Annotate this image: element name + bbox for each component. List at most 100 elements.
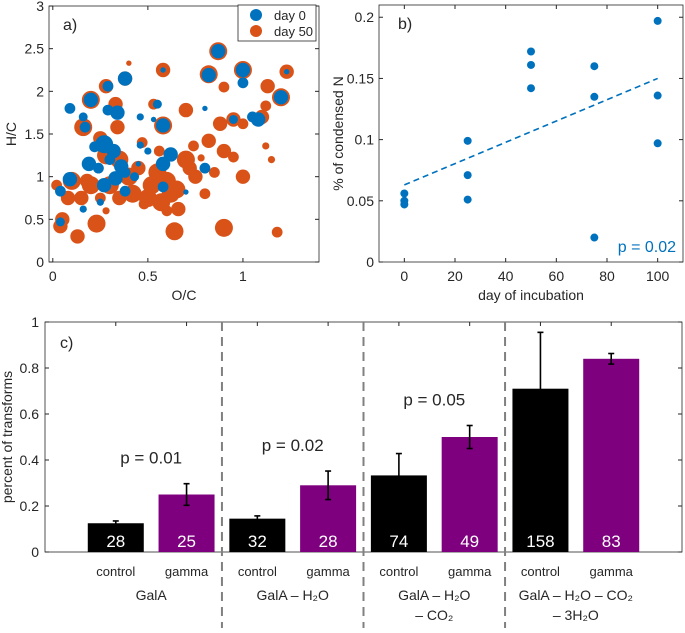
y-tick-label: 0.4 — [20, 452, 40, 468]
bar-count-label: 158 — [526, 532, 554, 551]
day50-point — [228, 151, 239, 163]
day0-point — [136, 113, 144, 121]
day0-point — [283, 69, 290, 75]
p-value-label: p = 0.01 — [120, 449, 182, 468]
day50-point — [267, 156, 276, 164]
data-point — [527, 84, 535, 93]
day0-point — [117, 71, 133, 86]
group-label: – 3H₂O — [553, 607, 599, 623]
legend-label: day 50 — [274, 24, 313, 39]
day50-point — [201, 133, 216, 149]
day50-point — [218, 81, 230, 93]
day50-point — [235, 169, 251, 184]
data-point — [653, 16, 662, 25]
x-tick-label: 100 — [646, 268, 670, 284]
day0-point — [155, 156, 171, 172]
legend-box — [237, 4, 317, 42]
data-point — [400, 200, 409, 209]
legend-marker-day50 — [250, 25, 262, 37]
x-category-label: control — [379, 564, 418, 579]
day0-point — [96, 198, 104, 206]
x-tick-label: 40 — [498, 268, 514, 284]
day50-point — [165, 222, 184, 241]
group-label: GalA – H₂O – CO₂ — [519, 587, 633, 603]
day50-point — [216, 143, 232, 159]
day0-point — [119, 167, 131, 178]
y-tick-label: 0.05 — [347, 193, 374, 209]
y-tick-label: 3 — [36, 0, 44, 14]
data-point — [653, 139, 662, 148]
day50-point — [178, 102, 194, 118]
x-category-label: control — [521, 564, 560, 579]
day50-point — [153, 145, 165, 157]
x-category-label: gamma — [590, 564, 634, 579]
day0-point — [55, 217, 65, 227]
day50-point — [171, 201, 186, 217]
y-axis-label: % of condensed N — [330, 76, 346, 190]
day0-point — [89, 141, 101, 153]
day0-point — [104, 154, 116, 166]
data-point — [400, 189, 409, 198]
x-category-label: gamma — [306, 564, 350, 579]
data-point — [590, 62, 599, 71]
group-label: – CO₂ — [415, 607, 453, 623]
data-point — [527, 60, 535, 69]
y-tick-label: 0 — [36, 254, 44, 270]
group-label: GalA – H₂O — [257, 587, 329, 603]
day0-point — [96, 178, 112, 193]
day50-point — [260, 100, 272, 112]
control-bar — [229, 518, 286, 552]
day0-point — [235, 62, 251, 78]
panel-label: a) — [63, 17, 77, 34]
day50-point — [74, 190, 89, 206]
day50-point — [167, 180, 186, 199]
y-tick-label: 0.1 — [355, 132, 375, 148]
day50-point — [182, 160, 197, 176]
day50-point — [199, 188, 211, 200]
y-axis-label: H/C — [3, 122, 19, 146]
x-axis-label: O/C — [172, 287, 197, 303]
day0-point — [199, 162, 211, 174]
data-point — [463, 136, 472, 145]
bar-count-label: 83 — [602, 532, 621, 551]
day0-point — [55, 185, 66, 197]
y-tick-label: 1 — [31, 314, 39, 330]
y-tick-label: 2 — [36, 83, 44, 99]
data-point — [590, 233, 599, 242]
y-tick-label: 0.6 — [20, 406, 40, 422]
day0-point — [237, 77, 249, 89]
data-point — [653, 91, 662, 100]
day0-point — [157, 181, 169, 193]
day50-point — [212, 116, 228, 131]
control-bar — [87, 523, 144, 552]
group-label: GalA – H₂O — [398, 587, 470, 603]
day0-point — [183, 189, 189, 195]
x-category-label: control — [96, 564, 135, 579]
day0-point — [102, 80, 114, 92]
day0-point — [64, 103, 76, 114]
day0-point — [247, 111, 258, 123]
x-category-label: gamma — [165, 564, 209, 579]
x-tick-label: 20 — [447, 268, 463, 284]
y-tick-label: 0.5 — [25, 211, 45, 227]
day0-point — [81, 156, 97, 172]
day50-point — [262, 142, 270, 150]
p-value-annotation: p = 0.02 — [618, 239, 676, 256]
x-tick-label: 0 — [400, 268, 408, 284]
day0-point — [93, 162, 104, 174]
day50-point — [197, 154, 205, 162]
y-tick-label: 0 — [366, 254, 374, 270]
day0-point — [130, 172, 140, 182]
trend-line — [404, 77, 658, 186]
y-tick-label: 0.15 — [347, 70, 374, 86]
legend-marker-day0 — [250, 9, 262, 21]
day0-point — [83, 92, 99, 108]
y-tick-label: 0 — [31, 544, 39, 560]
gamma-bar — [441, 437, 498, 552]
p-value-label: p = 0.02 — [262, 436, 324, 455]
panel-b: 0 0.05 0.1 0.15 0.2 0 20 40 60 80 100 day of incuba… — [330, 4, 684, 303]
y-tick-label: 1.5 — [25, 126, 45, 142]
